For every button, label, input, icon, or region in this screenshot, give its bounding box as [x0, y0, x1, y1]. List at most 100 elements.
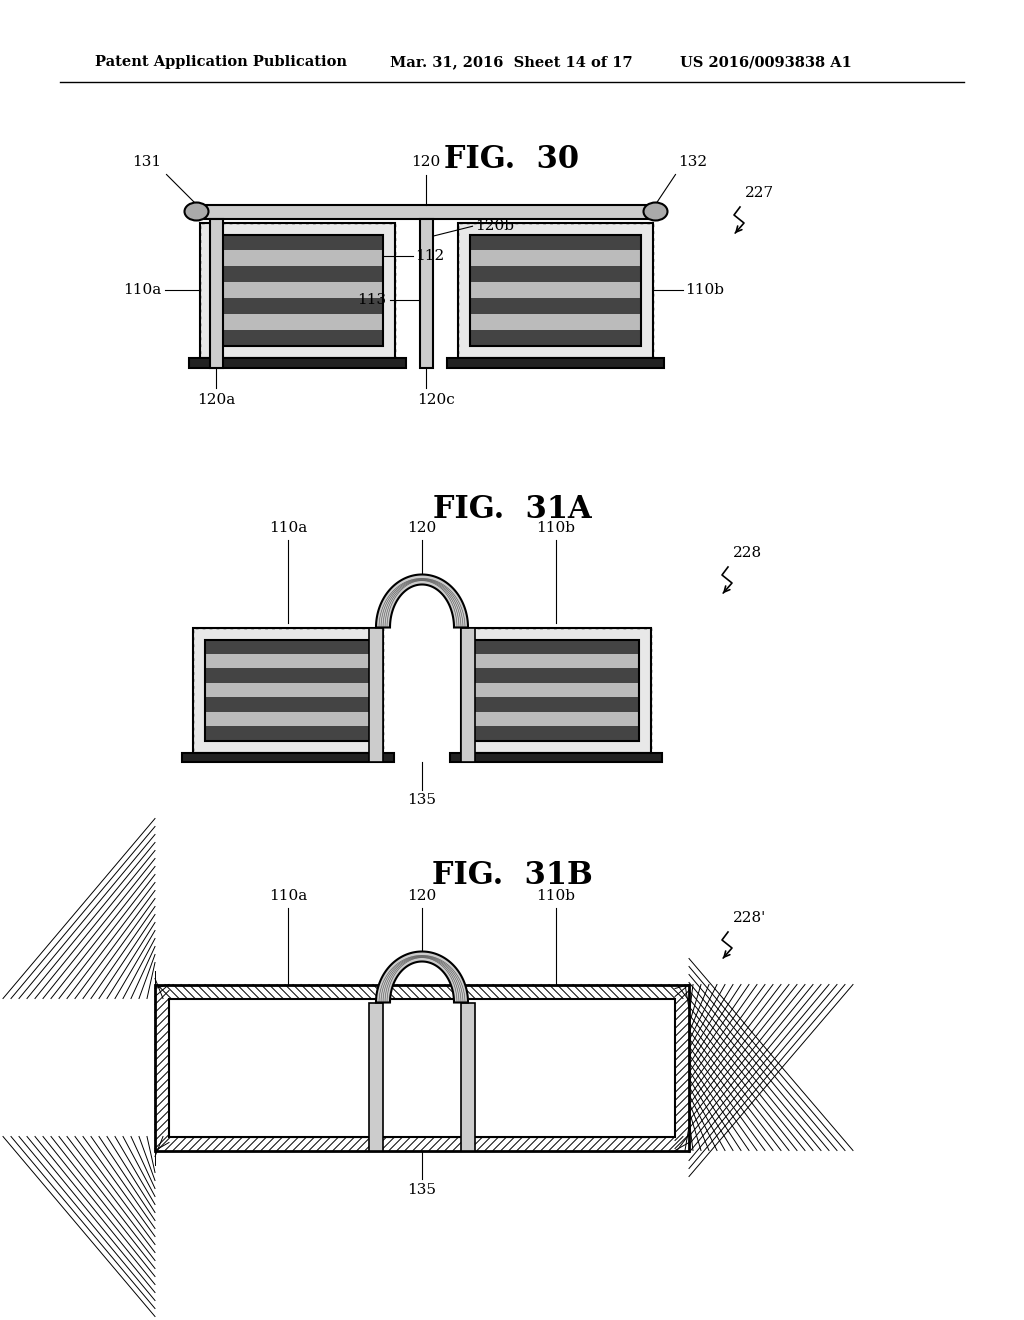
Bar: [473, 1101, 639, 1115]
Text: 110b: 110b: [537, 521, 575, 535]
Bar: [469, 298, 640, 314]
Bar: [473, 653, 639, 668]
Bar: [469, 314, 640, 330]
Text: 120: 120: [408, 521, 436, 535]
Bar: [461, 627, 651, 752]
Bar: [212, 282, 383, 298]
Bar: [473, 711, 639, 726]
Bar: [473, 639, 639, 653]
Text: 110b: 110b: [685, 282, 725, 297]
Polygon shape: [376, 952, 468, 1002]
Text: US 2016/0093838 A1: US 2016/0093838 A1: [680, 55, 852, 69]
Bar: [205, 668, 371, 682]
Bar: [369, 627, 383, 762]
Bar: [193, 627, 383, 752]
Text: 113: 113: [357, 293, 386, 308]
Text: 110b: 110b: [537, 888, 575, 903]
Bar: [469, 235, 640, 346]
Bar: [205, 711, 371, 726]
Text: 120a: 120a: [197, 392, 236, 407]
Bar: [205, 726, 371, 741]
Bar: [473, 1028, 639, 1043]
Bar: [450, 1127, 662, 1137]
Bar: [182, 1127, 394, 1137]
Text: 110a: 110a: [123, 282, 162, 297]
Text: 227: 227: [745, 186, 774, 201]
Bar: [469, 282, 640, 298]
Text: 120: 120: [408, 888, 436, 903]
Text: FIG.  30: FIG. 30: [444, 144, 580, 176]
Text: Mar. 31, 2016  Sheet 14 of 17: Mar. 31, 2016 Sheet 14 of 17: [390, 55, 633, 69]
Bar: [473, 1057, 639, 1072]
Text: 112: 112: [416, 249, 444, 263]
Text: 228: 228: [733, 546, 762, 560]
Bar: [473, 1043, 639, 1057]
Bar: [205, 205, 647, 219]
Bar: [212, 298, 383, 314]
Bar: [473, 668, 639, 682]
Text: 110a: 110a: [269, 888, 307, 903]
Bar: [200, 223, 394, 358]
Bar: [473, 726, 639, 741]
Bar: [205, 1057, 371, 1072]
Bar: [205, 1028, 371, 1043]
Bar: [169, 998, 675, 1137]
Text: FIG.  31B: FIG. 31B: [432, 859, 592, 891]
Bar: [205, 1015, 371, 1115]
Bar: [469, 235, 640, 251]
Bar: [193, 1002, 383, 1127]
Bar: [473, 639, 639, 741]
Bar: [369, 1002, 383, 1151]
Bar: [458, 223, 652, 358]
Bar: [212, 267, 383, 282]
Text: 120: 120: [412, 156, 440, 169]
Bar: [205, 1072, 371, 1086]
Text: 110a: 110a: [269, 521, 307, 535]
Bar: [182, 752, 394, 762]
Bar: [210, 219, 222, 367]
Text: 131: 131: [132, 156, 162, 169]
Bar: [461, 627, 475, 762]
Bar: [473, 682, 639, 697]
Bar: [193, 627, 383, 752]
Bar: [193, 1002, 383, 1127]
Bar: [473, 1072, 639, 1086]
Bar: [446, 358, 664, 367]
Bar: [473, 1086, 639, 1101]
Ellipse shape: [643, 202, 668, 220]
Bar: [205, 1086, 371, 1101]
Bar: [212, 235, 383, 346]
Bar: [212, 251, 383, 267]
Bar: [473, 1015, 639, 1115]
Bar: [461, 627, 651, 752]
Bar: [461, 1002, 475, 1151]
Bar: [473, 1015, 639, 1028]
Text: 120b: 120b: [475, 219, 514, 234]
Text: 120c: 120c: [417, 392, 455, 407]
Bar: [469, 251, 640, 267]
Bar: [420, 219, 432, 367]
Text: FIG.  31A: FIG. 31A: [433, 495, 591, 525]
Bar: [205, 682, 371, 697]
Text: Patent Application Publication: Patent Application Publication: [95, 55, 347, 69]
Bar: [205, 639, 371, 741]
Polygon shape: [376, 574, 468, 627]
Text: 135: 135: [408, 793, 436, 808]
Bar: [200, 223, 394, 358]
Text: 228': 228': [733, 911, 766, 925]
Text: 132: 132: [679, 156, 708, 169]
Bar: [205, 697, 371, 711]
Bar: [450, 752, 662, 762]
Bar: [469, 330, 640, 346]
Bar: [473, 697, 639, 711]
Bar: [461, 1002, 651, 1127]
Ellipse shape: [184, 202, 209, 220]
Bar: [155, 985, 689, 1151]
Bar: [458, 223, 652, 358]
Text: 135: 135: [408, 1183, 436, 1196]
Bar: [205, 1043, 371, 1057]
Bar: [205, 1015, 371, 1028]
Bar: [205, 653, 371, 668]
Bar: [212, 235, 383, 251]
Bar: [469, 267, 640, 282]
